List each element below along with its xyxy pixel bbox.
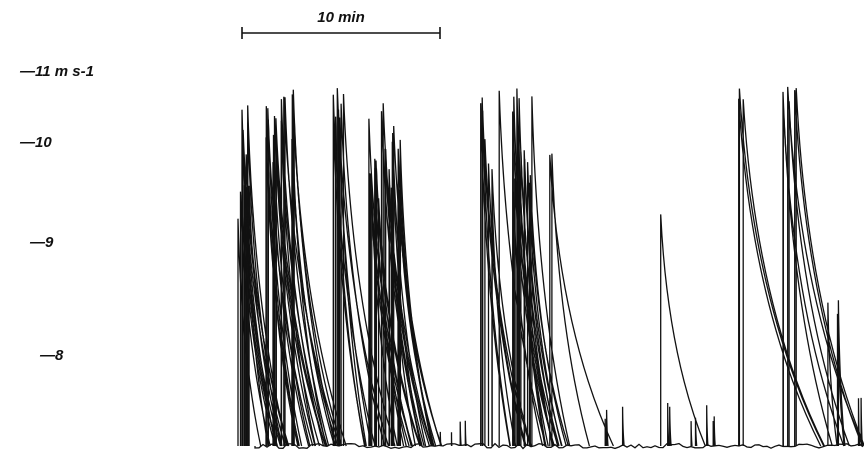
trace (738, 88, 825, 447)
trace (836, 313, 845, 447)
trace (292, 149, 327, 447)
axis-label: —10 (19, 134, 52, 151)
trace (439, 431, 442, 447)
trace (291, 160, 339, 447)
trace (284, 97, 330, 447)
trace (275, 130, 321, 447)
scale-bar-label: 10 min (317, 9, 365, 26)
trace (794, 90, 864, 447)
trace (669, 406, 672, 447)
trace (337, 109, 373, 447)
trace (491, 193, 517, 447)
trace (398, 189, 437, 447)
trace (275, 118, 327, 447)
trace (399, 139, 433, 447)
trace (857, 398, 861, 447)
trace (605, 409, 609, 447)
trace (837, 300, 846, 447)
trace (549, 154, 614, 447)
trace (332, 94, 376, 447)
recording-traces (237, 86, 864, 450)
trace (690, 421, 693, 447)
trace (795, 88, 864, 447)
trace (738, 98, 822, 447)
trace (604, 418, 607, 447)
trace (667, 402, 670, 447)
trace (706, 405, 709, 447)
trace (713, 416, 716, 447)
trace (523, 158, 563, 447)
trace (265, 137, 300, 447)
trace (481, 97, 511, 447)
trace (334, 116, 366, 447)
trace (393, 125, 442, 447)
trace (551, 153, 591, 447)
trace (520, 151, 560, 447)
trace (531, 96, 571, 447)
trace (528, 182, 570, 447)
trace (491, 169, 532, 447)
scale-bar: 10 min (241, 9, 441, 39)
trace (827, 302, 838, 447)
axis-label: —11 m s-1 (19, 63, 94, 80)
trace (375, 160, 412, 447)
baseline (254, 442, 864, 450)
axis-label: —8 (39, 347, 64, 364)
trace (280, 127, 328, 447)
axis-label: —9 (29, 234, 54, 251)
trace (385, 149, 425, 447)
trace (621, 406, 625, 447)
trace (459, 421, 462, 447)
trace (860, 397, 863, 447)
trace (242, 129, 290, 447)
trace (782, 91, 833, 447)
trace (694, 417, 698, 447)
trace (742, 99, 825, 447)
trace (267, 119, 303, 447)
trace (377, 198, 421, 447)
trace (388, 185, 433, 447)
trace (369, 173, 414, 447)
trace (382, 103, 433, 447)
trace (517, 133, 554, 447)
trace (464, 420, 467, 447)
